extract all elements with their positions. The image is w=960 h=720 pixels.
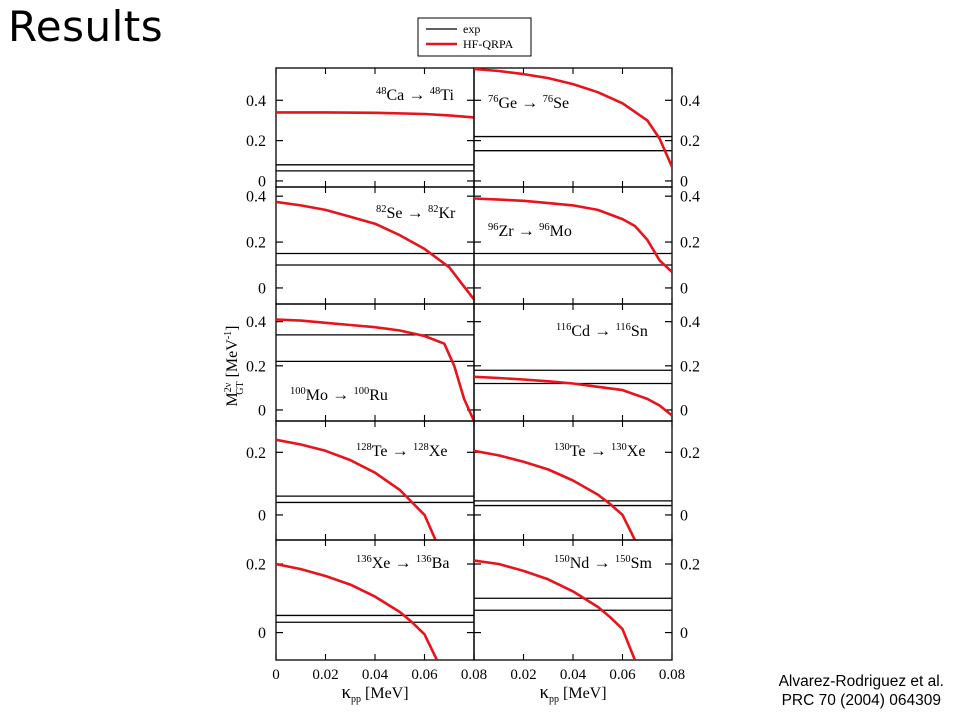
y-tick-label: 0	[258, 625, 266, 642]
x-axis-title: κpp [MeV]	[341, 682, 408, 705]
x-tick-label: 0.02	[312, 667, 338, 683]
panel-mo-ru: 0 0.2 0.4 100Mo → 100Ru	[246, 303, 475, 422]
y-tick-label: 0.4	[246, 93, 266, 110]
x-tick-label: 0.02	[510, 667, 536, 683]
citation-journal: PRC 70 (2004) 064309	[781, 692, 941, 709]
y-tick-label: 0.4	[680, 189, 700, 206]
reaction-label: 150Nd → 150Sm	[554, 553, 652, 572]
panel-ca-ti: 0 0.2 0.4 48Ca → 48Ti	[246, 67, 475, 190]
citation: Alvarez-Rodriguez et al. PRC 70 (2004) 0…	[779, 672, 944, 710]
y-tick-label: 0	[680, 402, 688, 419]
y-tick-label: 0.2	[246, 133, 266, 150]
reaction-label: 76Ge → 76Se	[488, 93, 569, 112]
y-tick-label: 0	[680, 280, 688, 297]
panel-se-kr: 0 0.2 0.4 82Se → 82Kr	[246, 186, 475, 305]
x-tick-label: 0.08	[461, 667, 487, 683]
y-axis-title: M2νGT [MeV-1]	[223, 326, 246, 407]
panel-cd-sn: 0 0.2 0.4 116Cd → 116Sn	[473, 303, 700, 422]
reaction-label: 128Te → 128Xe	[356, 441, 447, 460]
y-tick-label: 0	[258, 280, 266, 297]
y-tick-label: 0	[680, 625, 688, 642]
y-tick-label: 0.4	[246, 189, 266, 206]
x-tick-label: 0.04	[362, 667, 389, 683]
reaction-label: 48Ca → 48Ti	[376, 85, 454, 104]
hf-qrpa-curve	[276, 200, 474, 301]
x-tick-label: 0.06	[609, 667, 636, 683]
y-tick-label: 0.2	[246, 557, 266, 574]
y-tick-label: 0.2	[680, 557, 700, 574]
y-tick-label: 0.4	[680, 93, 700, 110]
panels: 0 0.2 0.4 48Ca → 48Ti 0 0.2 0.4 76Ge → 76Se 0 0.2…	[246, 67, 700, 661]
y-tick-label: 0.2	[246, 445, 266, 462]
x-tick-label: 0.06	[411, 667, 438, 683]
hf-qrpa-curve	[276, 438, 437, 540]
slide-title: Results	[8, 2, 164, 51]
x-tick-label: 0	[272, 667, 280, 683]
hf-qrpa-curve	[276, 562, 439, 660]
panel-frame	[473, 303, 673, 422]
panel-xe-ba: 0 0.2 136Xe → 136Ba	[246, 539, 475, 661]
hf-qrpa-curve	[474, 375, 672, 417]
y-tick-label: 0	[258, 173, 266, 190]
y-tick-label: 0	[680, 173, 688, 190]
legend-label-exp: exp	[463, 22, 480, 36]
y-tick-label: 0.2	[680, 358, 700, 375]
x-axis-title: κpp [MeV]	[539, 682, 606, 705]
y-tick-label: 0.2	[246, 235, 266, 252]
y-tick-label: 0.2	[680, 235, 700, 252]
reaction-label: 100Mo → 100Ru	[290, 385, 388, 404]
y-tick-label: 0.2	[680, 445, 700, 462]
x-axis-labels: 0 0.02 0.04 0.06 0.08 0.02 0.04 0.06 0.08 κpp [Me…	[272, 667, 685, 705]
y-tick-label: 0.4	[680, 314, 700, 331]
hf-qrpa-curve	[474, 559, 637, 660]
hf-qrpa-curve	[474, 449, 637, 540]
citation-authors: Alvarez-Rodriguez et al.	[778, 673, 944, 690]
x-tick-label: 0.08	[659, 667, 685, 683]
y-tick-label: 0.2	[680, 133, 700, 150]
panel-nd-sm: 0 0.2 150Nd → 150Sm	[473, 539, 700, 661]
panel-te-xe: 0 0.2 130Te → 130Xe	[473, 420, 700, 541]
legend-label-hf-qrpa: HF-QRPA	[463, 37, 514, 51]
y-tick-label: 0	[258, 402, 266, 419]
panel-ge-se: 0 0.2 0.4 76Ge → 76Se	[473, 67, 700, 190]
y-tick-label: 0.4	[246, 314, 266, 331]
x-tick-label: 0.04	[560, 667, 587, 683]
y-tick-label: 0	[258, 507, 266, 524]
reaction-label: 136Xe → 136Ba	[356, 553, 449, 572]
reaction-label: 116Cd → 116Sn	[556, 321, 648, 340]
y-tick-label: 0.2	[246, 358, 266, 375]
panel-zr-mo: 0 0.2 0.4 96Zr → 96Mo	[473, 186, 700, 305]
reaction-label: 82Se → 82Kr	[376, 203, 456, 222]
reaction-label: 96Zr → 96Mo	[488, 221, 572, 240]
panel-te-xe: 0 0.2 128Te → 128Xe	[246, 420, 475, 541]
panel-frame	[275, 67, 475, 188]
hf-qrpa-curve	[474, 68, 672, 168]
legend-box	[417, 17, 532, 57]
hf-qrpa-curve	[474, 197, 672, 273]
y-tick-label: 0	[680, 507, 688, 524]
panel-frame	[275, 420, 475, 541]
reaction-label: 130Te → 130Xe	[554, 441, 645, 460]
panel-frame	[473, 67, 673, 188]
hf-qrpa-curve	[276, 318, 474, 421]
hf-qrpa-curve	[276, 111, 474, 119]
